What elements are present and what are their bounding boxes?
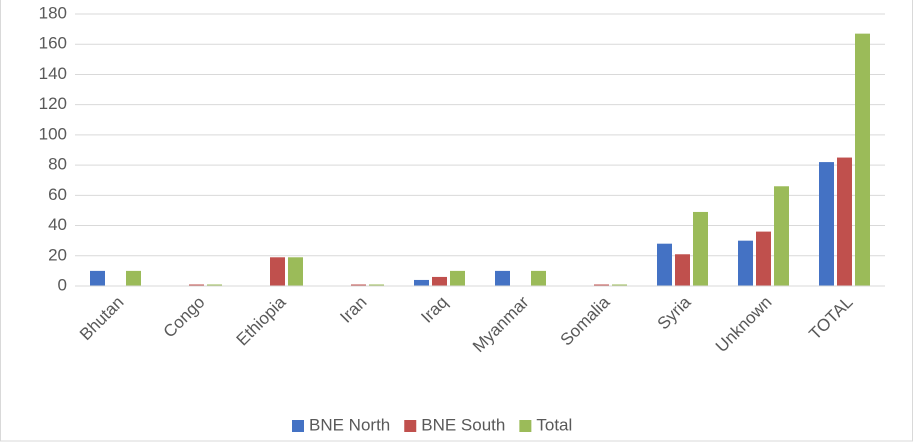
- bar: [756, 231, 771, 286]
- legend-label: Total: [536, 415, 572, 434]
- y-tick-label: 140: [39, 64, 67, 83]
- bar: [612, 284, 627, 286]
- bar: [774, 186, 789, 286]
- y-tick-label: 100: [39, 124, 67, 143]
- bar: [819, 162, 834, 286]
- bar: [531, 270, 546, 286]
- bar: [126, 270, 141, 286]
- bar: [657, 243, 672, 286]
- bar: [738, 240, 753, 286]
- bar: [855, 33, 870, 287]
- bar: [351, 284, 366, 286]
- y-tick-label: 60: [48, 185, 67, 204]
- legend-label: BNE North: [309, 415, 390, 434]
- bar: [207, 284, 222, 286]
- bar: [270, 257, 285, 286]
- bar: [450, 270, 465, 286]
- y-tick-label: 0: [58, 275, 67, 294]
- y-tick-label: 20: [48, 245, 67, 264]
- bar: [693, 211, 708, 286]
- bar: [837, 157, 852, 286]
- legend-swatch: [519, 420, 532, 432]
- y-tick-label: 160: [39, 34, 67, 53]
- y-tick-label: 40: [48, 215, 67, 234]
- y-tick-label: 120: [39, 94, 67, 113]
- legend-swatch: [404, 420, 417, 432]
- legend-swatch: [292, 420, 304, 432]
- bar: [189, 284, 204, 286]
- bar: [414, 279, 429, 286]
- bar: [369, 284, 384, 286]
- bar: [594, 284, 609, 286]
- bar: [90, 270, 105, 286]
- legend-label: BNE South: [421, 415, 505, 434]
- bar: [288, 257, 303, 286]
- bar: [432, 276, 447, 286]
- y-tick-label: 80: [48, 155, 67, 174]
- bar: [675, 254, 690, 286]
- bar: [495, 270, 510, 286]
- y-tick-label: 180: [39, 3, 67, 22]
